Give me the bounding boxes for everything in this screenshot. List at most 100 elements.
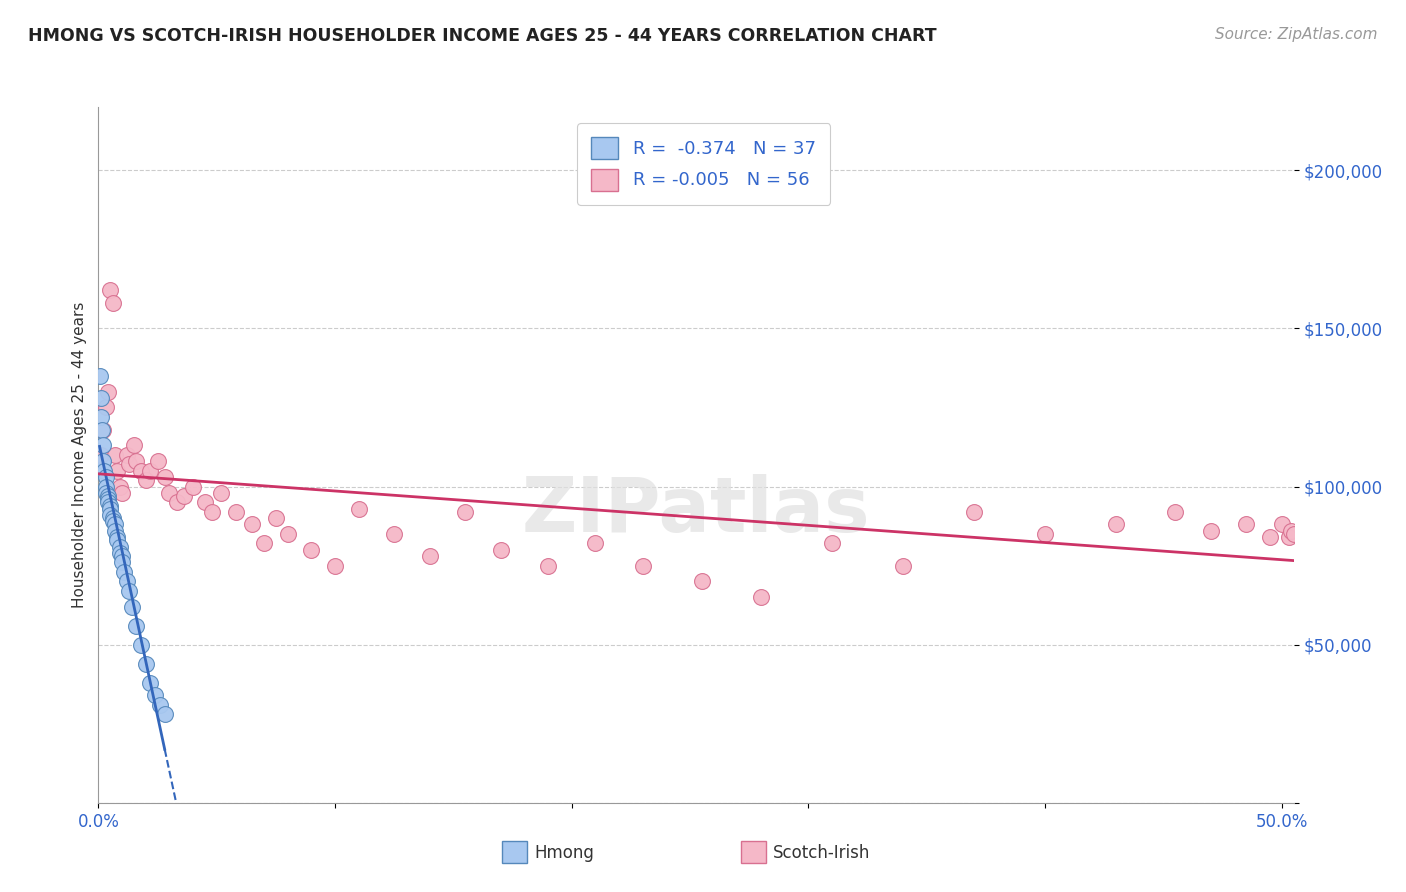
Point — [240, 517, 263, 532]
Point — [129, 464, 152, 478]
Point — [129, 638, 152, 652]
Point — [125, 454, 148, 468]
Point — [118, 583, 141, 598]
Point — [111, 486, 134, 500]
Point — [211, 486, 233, 500]
Point — [104, 448, 127, 462]
Point — [382, 527, 405, 541]
Point — [583, 536, 606, 550]
Point — [323, 558, 346, 573]
Point — [97, 495, 120, 509]
Point — [94, 486, 117, 500]
Point — [299, 542, 322, 557]
Point — [135, 473, 157, 487]
Point — [105, 530, 128, 544]
Point — [98, 501, 121, 516]
Point — [146, 454, 169, 468]
Point — [105, 533, 128, 548]
Point — [108, 540, 131, 554]
Text: HMONG VS SCOTCH-IRISH HOUSEHOLDER INCOME AGES 25 - 44 YEARS CORRELATION CHART: HMONG VS SCOTCH-IRISH HOUSEHOLDER INCOME… — [28, 27, 936, 45]
Point — [690, 574, 713, 589]
Point — [201, 505, 224, 519]
Point — [108, 546, 131, 560]
Point — [1271, 517, 1294, 532]
Point — [118, 458, 141, 472]
Point — [194, 495, 217, 509]
Point — [101, 296, 124, 310]
Point — [1105, 517, 1128, 532]
Legend: R =  -0.374   N = 37, R = -0.005   N = 56: R = -0.374 N = 37, R = -0.005 N = 56 — [576, 123, 831, 205]
Point — [98, 284, 121, 298]
Y-axis label: Householder Income Ages 25 - 44 years: Householder Income Ages 25 - 44 years — [72, 301, 87, 608]
Point — [139, 464, 162, 478]
Point — [115, 574, 138, 589]
Point — [101, 511, 124, 525]
Point — [91, 423, 114, 437]
Point — [173, 489, 195, 503]
Point — [93, 464, 115, 478]
Point — [1234, 517, 1257, 532]
Point — [1278, 530, 1301, 544]
Point — [631, 558, 654, 573]
Point — [105, 464, 128, 478]
Point — [225, 505, 247, 519]
Point — [111, 549, 134, 563]
Point — [253, 536, 276, 550]
Point — [143, 688, 166, 702]
Point — [347, 501, 370, 516]
Point — [963, 505, 986, 519]
Point — [1199, 524, 1222, 538]
Point — [1164, 505, 1187, 519]
Point — [537, 558, 560, 573]
Point — [97, 492, 120, 507]
Point — [98, 499, 121, 513]
Point — [181, 479, 204, 493]
Point — [97, 384, 120, 399]
Point — [104, 517, 127, 532]
Point — [454, 505, 477, 519]
Point — [277, 527, 299, 541]
Point — [101, 514, 124, 528]
Point — [98, 508, 121, 522]
Point — [89, 368, 111, 383]
Point — [1258, 530, 1281, 544]
Point — [157, 486, 180, 500]
Point — [135, 657, 157, 671]
Point — [90, 409, 112, 424]
Point — [97, 489, 120, 503]
Point — [91, 423, 114, 437]
Point — [94, 470, 117, 484]
Point — [114, 565, 136, 579]
Point — [108, 479, 131, 493]
Point — [91, 438, 114, 452]
Point — [139, 675, 162, 690]
Text: ZIPatlas: ZIPatlas — [522, 474, 870, 548]
Point — [153, 707, 176, 722]
Point — [166, 495, 188, 509]
Text: Source: ZipAtlas.com: Source: ZipAtlas.com — [1215, 27, 1378, 42]
Point — [125, 618, 148, 632]
Point — [122, 438, 145, 452]
Point — [1033, 527, 1056, 541]
Point — [121, 599, 143, 614]
Point — [111, 556, 134, 570]
Point — [264, 511, 287, 525]
Point — [90, 391, 112, 405]
Point — [153, 470, 176, 484]
Point — [1282, 527, 1305, 541]
Point — [90, 448, 112, 462]
FancyBboxPatch shape — [741, 841, 766, 863]
Point — [821, 536, 844, 550]
Text: Hmong: Hmong — [534, 844, 595, 862]
Point — [749, 591, 772, 605]
Text: Scotch-Irish: Scotch-Irish — [773, 844, 870, 862]
Point — [94, 479, 117, 493]
Point — [1279, 524, 1302, 538]
Point — [94, 401, 117, 415]
Point — [149, 698, 172, 712]
Point — [489, 542, 512, 557]
Point — [104, 524, 127, 538]
FancyBboxPatch shape — [502, 841, 527, 863]
Point — [115, 448, 138, 462]
Point — [419, 549, 441, 563]
